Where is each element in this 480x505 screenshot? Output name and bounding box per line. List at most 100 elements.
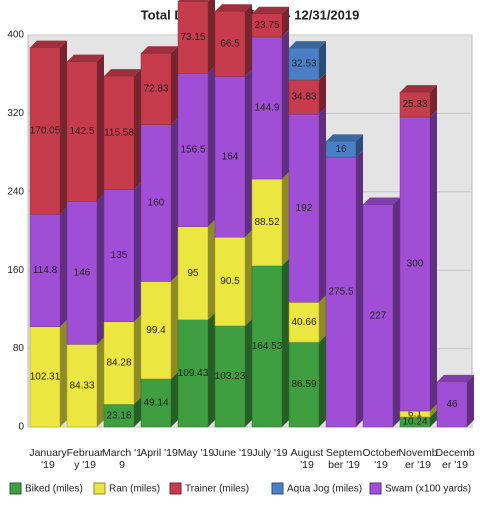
value-label: 227 xyxy=(370,310,387,321)
value-label: 16 xyxy=(335,144,347,155)
bar-side xyxy=(171,117,178,282)
x-tick-label: May '19 xyxy=(177,447,215,459)
bar-side xyxy=(134,182,141,322)
value-label: 103.23 xyxy=(215,371,246,382)
bar xyxy=(288,79,320,115)
value-label: 115.58 xyxy=(104,127,134,138)
bar-side xyxy=(430,85,437,117)
value-label: 156.5 xyxy=(180,145,205,156)
bar-side xyxy=(208,312,215,427)
bar xyxy=(177,73,209,227)
value-label: 73.15 xyxy=(180,32,205,43)
bar-side xyxy=(171,46,178,125)
value-label: 84.28 xyxy=(106,358,131,369)
bar xyxy=(29,47,61,215)
legend-label: Trainer (miles) xyxy=(185,484,249,495)
bar xyxy=(140,53,172,125)
value-label: 84.33 xyxy=(69,380,94,391)
value-label: 88.52 xyxy=(254,217,279,228)
value-label: 66.5 xyxy=(220,38,240,49)
y-tick-label: 400 xyxy=(7,30,24,41)
value-label: 90.5 xyxy=(220,276,240,287)
bar-side xyxy=(245,69,252,238)
bar-side xyxy=(319,295,326,343)
bar-side xyxy=(319,41,326,81)
x-tick-label: June '19 xyxy=(213,447,253,459)
bar xyxy=(251,265,283,428)
bar xyxy=(140,378,172,428)
bar xyxy=(214,325,246,428)
bar-top xyxy=(326,134,363,142)
value-label: 170.05 xyxy=(30,126,61,137)
bar-top xyxy=(215,4,252,12)
y-tick-label: 0 xyxy=(18,422,24,433)
x-tick-label: March '19 xyxy=(102,447,142,471)
bar-side xyxy=(356,134,363,158)
x-tick-label: August '19 xyxy=(290,447,324,471)
bar-side xyxy=(319,73,326,115)
bar xyxy=(103,75,135,190)
bar xyxy=(214,76,246,238)
value-label: 275.5 xyxy=(328,287,353,298)
y-tick-label: 320 xyxy=(7,108,24,119)
bar-side xyxy=(60,207,67,327)
legend-swatch xyxy=(9,482,22,495)
value-label: 135 xyxy=(111,250,128,261)
value-label: 102.31 xyxy=(30,372,61,383)
bar-top xyxy=(400,85,437,93)
x-tick-label: January '19 xyxy=(29,447,67,471)
bar-top xyxy=(289,41,326,49)
bar xyxy=(251,178,283,267)
bar xyxy=(177,226,209,321)
value-label: 164.53 xyxy=(252,341,283,352)
bar xyxy=(66,61,98,202)
bar-side xyxy=(245,4,252,77)
bar-top xyxy=(104,69,141,77)
x-tick-label: February '19 xyxy=(66,447,104,471)
bar-side xyxy=(393,197,400,427)
bar xyxy=(177,1,209,74)
bar-top xyxy=(178,0,210,2)
bar-side xyxy=(97,337,104,427)
y-tick-label: 240 xyxy=(7,186,24,197)
legend-label: Biked (miles) xyxy=(25,484,83,495)
bar-side xyxy=(134,69,141,190)
bar xyxy=(29,326,61,428)
bar xyxy=(362,204,394,428)
bar-side xyxy=(134,314,141,405)
x-tick-label: April '19 xyxy=(140,447,178,459)
bar xyxy=(399,116,431,412)
bar xyxy=(29,213,61,327)
x-tick-label: October '19 xyxy=(362,447,400,471)
value-label: 23.75 xyxy=(254,20,279,31)
y-tick-label: 160 xyxy=(7,265,24,276)
bar-side xyxy=(208,219,215,320)
x-tick-label: November '19 xyxy=(398,447,438,471)
value-label: 164 xyxy=(222,151,239,162)
legend-label: Ran (miles) xyxy=(109,484,160,495)
value-label: 34.83 xyxy=(291,92,316,103)
value-label: 160 xyxy=(148,198,165,209)
bar-side xyxy=(97,194,104,345)
bar xyxy=(251,36,283,180)
bar-side xyxy=(282,258,289,427)
x-tick-label: September '19 xyxy=(325,447,363,471)
value-label: 95 xyxy=(187,268,199,279)
value-label: 99.4 xyxy=(146,325,166,336)
bar-side xyxy=(282,6,289,38)
bar-top xyxy=(437,374,474,382)
bar-side xyxy=(171,371,178,427)
value-label: 25.33 xyxy=(402,99,427,110)
bar-top xyxy=(30,40,67,48)
bar-side xyxy=(245,230,252,326)
bar xyxy=(399,91,431,118)
value-label: 142.5 xyxy=(69,126,94,137)
bar-side xyxy=(467,374,474,427)
bar xyxy=(251,13,283,38)
bar-side xyxy=(356,150,363,427)
legend-swatch xyxy=(369,482,382,495)
bar xyxy=(288,302,320,343)
value-label: 10.24 xyxy=(402,417,427,428)
bar xyxy=(103,321,135,405)
